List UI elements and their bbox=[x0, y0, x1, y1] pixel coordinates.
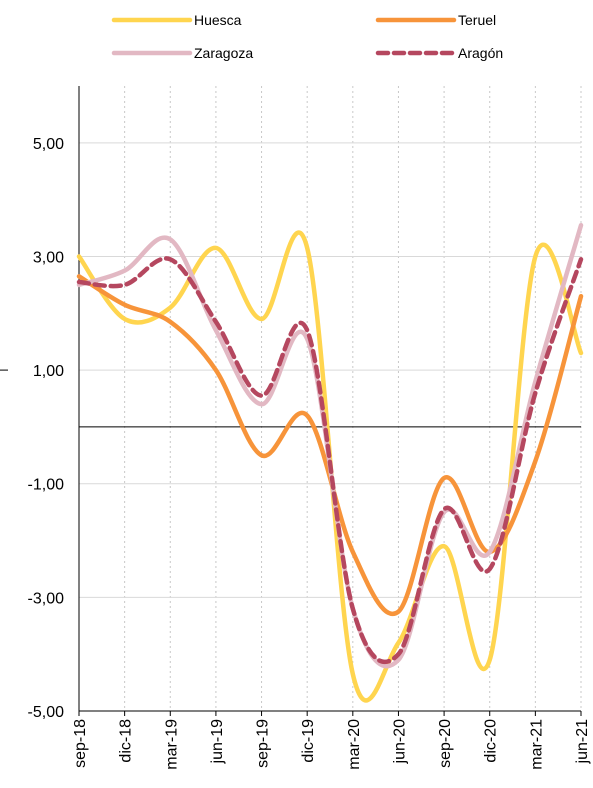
x-tick-label: dic-19 bbox=[300, 719, 317, 763]
series-line-huesca bbox=[76, 230, 584, 703]
x-tick-label: sep-18 bbox=[72, 719, 89, 768]
x-tick-label: dic-18 bbox=[118, 719, 135, 763]
x-tick-label: mar-19 bbox=[163, 719, 180, 770]
y-tick-label: -5,00 bbox=[28, 704, 65, 721]
x-tick-label: jun-21 bbox=[574, 719, 591, 765]
axis-layer: -5,00 -3,00 -1,00 1,00 3,00 5,00 sep-18 dic-18 m… bbox=[0, 86, 591, 770]
legend-label-zaragoza: Zaragoza bbox=[194, 45, 253, 61]
x-tick-label: dic-20 bbox=[483, 719, 500, 763]
legend-label-teruel: Teruel bbox=[458, 12, 496, 28]
x-tick-label: jun-19 bbox=[209, 719, 226, 765]
y-tick-label: 3,00 bbox=[33, 249, 64, 266]
x-tick-label: mar-21 bbox=[528, 719, 545, 770]
x-tick-label: jun-20 bbox=[391, 719, 408, 765]
grid-layer bbox=[78, 86, 582, 711]
series-line-teruel bbox=[76, 274, 584, 617]
x-tick-label: sep-19 bbox=[255, 719, 272, 768]
series-layer bbox=[76, 222, 584, 703]
legend: Huesca Teruel Zaragoza Aragón bbox=[111, 12, 503, 61]
legend-label-aragon: Aragón bbox=[458, 45, 503, 61]
y-tick-label: 1,00 bbox=[33, 363, 64, 380]
x-tick-label: sep-20 bbox=[437, 719, 454, 768]
y-tick-label: 5,00 bbox=[33, 136, 64, 153]
series-line-zaragoza bbox=[76, 222, 584, 669]
y-tick-label: -1,00 bbox=[28, 477, 65, 494]
y-tick-label: -3,00 bbox=[28, 590, 65, 607]
series-line-aragon bbox=[76, 256, 584, 665]
legend-label-huesca: Huesca bbox=[194, 12, 242, 28]
x-tick-label: mar-20 bbox=[346, 719, 363, 770]
